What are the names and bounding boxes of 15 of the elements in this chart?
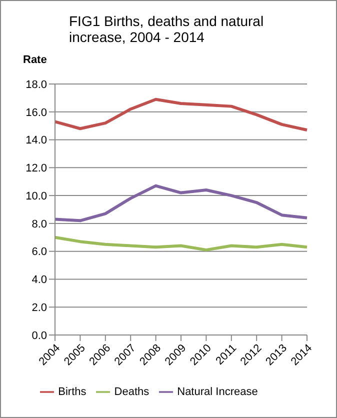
y-tick-label: 0.0 [32, 330, 47, 342]
y-tick-label: 2.0 [32, 302, 47, 314]
y-tick-label: 4.0 [32, 274, 47, 286]
y-tick-label: 14.0 [26, 134, 47, 147]
chart-title: FIG1 Births, deaths and natural increase, 2004 - 2014 [69, 13, 265, 45]
legend-label: Births [58, 386, 86, 398]
y-axis-title: Rate [23, 54, 47, 66]
y-tick-label: 18.0 [26, 78, 47, 91]
legend-label: Natural Increase [177, 386, 258, 398]
legend-label: Deaths [114, 386, 150, 398]
y-tick-label: 8.0 [32, 218, 47, 230]
y-tick-label: 10.0 [26, 190, 47, 202]
y-tick-label: 16.0 [26, 106, 47, 119]
y-tick-label: 12.0 [26, 162, 47, 175]
y-tick-label: 6.0 [32, 246, 47, 258]
